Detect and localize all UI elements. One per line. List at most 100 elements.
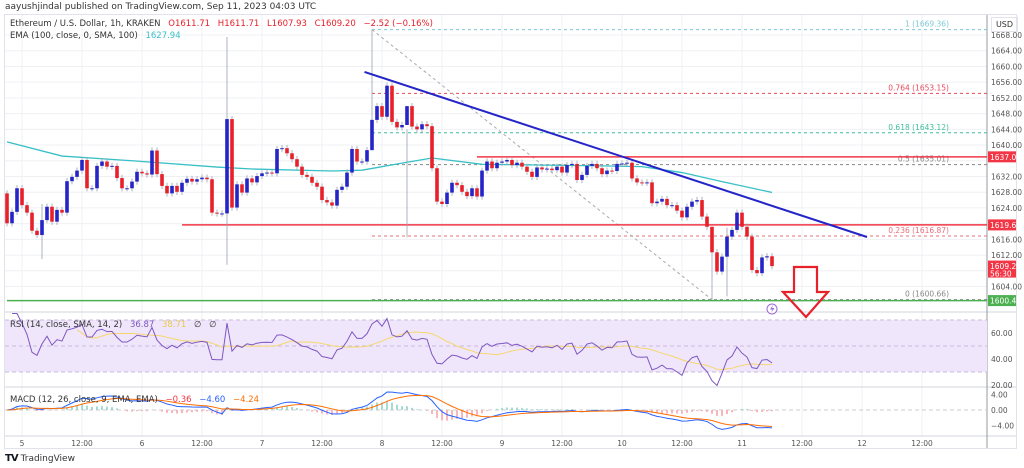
candle-body xyxy=(555,166,559,171)
time-tick-label: 12:00 xyxy=(911,439,933,448)
candle-body xyxy=(310,176,314,183)
candle-body xyxy=(470,188,474,197)
candle-body xyxy=(550,168,554,171)
candle-body xyxy=(315,182,319,187)
price-tick-label: 1616.00 xyxy=(991,235,1022,244)
candle-body xyxy=(85,159,89,189)
down-arrow-icon xyxy=(780,265,831,319)
candle-body xyxy=(605,170,609,175)
candle-body xyxy=(730,229,734,237)
candle-body xyxy=(265,172,269,174)
candle-body xyxy=(135,171,139,182)
candle-body xyxy=(245,178,249,193)
candle-body xyxy=(225,119,229,214)
time-tick-label: 12:00 xyxy=(431,439,453,448)
rsi-label: RSI (14, close, SMA, 14, 2) xyxy=(10,320,123,330)
time-tick-label: 10 xyxy=(617,439,627,448)
symbol-legend: Ethereum / U.S. Dollar, 1h, KRAKEN O1611… xyxy=(10,19,433,29)
price-tick-label: 1632.00 xyxy=(991,172,1022,181)
legend-low: L1607.93 xyxy=(267,19,307,29)
price-tag-label: 1637.00 xyxy=(990,153,1021,162)
candle-body xyxy=(580,174,584,181)
time-tick-label: 8 xyxy=(380,439,385,448)
candle-body xyxy=(425,124,429,127)
candle-body xyxy=(735,212,739,230)
candle-body xyxy=(645,182,649,184)
rsi-tick-label: 40.00 xyxy=(991,355,1013,364)
candle-body xyxy=(445,192,449,204)
time-tick-label: 7 xyxy=(260,439,265,448)
candle-body xyxy=(415,126,419,130)
candle-body xyxy=(525,166,529,172)
candle-body xyxy=(155,150,159,175)
rsi-tick-label: 60.00 xyxy=(991,329,1013,338)
candle-body xyxy=(100,161,104,166)
candle-body xyxy=(140,171,144,174)
candle-body xyxy=(30,212,34,231)
candle-body xyxy=(230,119,234,208)
candle-body xyxy=(95,165,99,189)
candle-body xyxy=(680,210,684,218)
candle-body xyxy=(720,256,724,272)
candle-body xyxy=(195,179,199,182)
ema-legend[interactable]: EMA (100, close, 0, SMA, 100) 1627.94 xyxy=(10,31,181,41)
rsi-extra-2: ∅ xyxy=(209,320,217,330)
candle-body xyxy=(145,173,149,175)
candle-body xyxy=(50,206,54,222)
time-tick-label: 12:00 xyxy=(551,439,573,448)
candle-body xyxy=(45,206,49,221)
candle-body xyxy=(285,148,289,154)
symbol-title[interactable]: Ethereum / U.S. Dollar, 1h, KRAKEN xyxy=(10,19,161,29)
candle-body xyxy=(770,256,774,267)
candle-body xyxy=(290,153,294,160)
candle-body xyxy=(385,85,389,117)
candle-body xyxy=(620,163,624,165)
price-tick-label: 1624.00 xyxy=(991,204,1022,213)
candle-body xyxy=(260,173,264,177)
candle-body xyxy=(575,163,579,181)
candle-body xyxy=(595,163,599,169)
candle-body xyxy=(360,161,364,163)
candle-body xyxy=(450,182,454,193)
fib-level-label: 0.618 (1643.12) xyxy=(888,123,949,132)
time-tick-label: 12:00 xyxy=(71,439,93,448)
chart-frame xyxy=(4,14,1017,449)
candle-body xyxy=(200,177,204,180)
candle-body xyxy=(640,182,644,184)
candle-body xyxy=(760,257,764,274)
macd-hist-value: −0.36 xyxy=(165,395,192,405)
candle-body xyxy=(350,148,354,173)
candle-body xyxy=(455,182,459,186)
macd-tick-label: −4.00 xyxy=(991,422,1014,431)
trendline xyxy=(364,70,868,238)
candle-body xyxy=(545,168,549,170)
candle-body xyxy=(755,270,759,274)
currency-label[interactable]: USD xyxy=(991,17,1018,32)
price-tag-label: 1619.68 xyxy=(990,221,1021,230)
candle-body xyxy=(520,162,524,167)
ema-label: EMA (100, close, 0, SMA, 100) xyxy=(10,31,138,41)
candle-body xyxy=(80,159,84,171)
macd-line xyxy=(6,391,773,430)
candle-body xyxy=(15,188,19,212)
candle-body xyxy=(475,188,479,197)
price-tick-label: 1648.00 xyxy=(991,110,1022,119)
candle-body xyxy=(765,256,769,258)
candle-body xyxy=(625,162,629,164)
macd-legend[interactable]: MACD (12, 26, close, 9, EMA, EMA) −0.36 … xyxy=(10,395,259,405)
candle-body xyxy=(345,172,349,187)
candle-body xyxy=(365,150,369,162)
candle-body xyxy=(190,178,194,182)
candle-body xyxy=(5,193,9,224)
rsi-legend[interactable]: RSI (14, close, SMA, 14, 2) 36.87 38.71 … xyxy=(10,320,217,330)
candle-body xyxy=(390,85,394,122)
candle-body xyxy=(70,176,74,182)
rsi-sma-value: 38.71 xyxy=(162,320,187,330)
candle-body xyxy=(130,181,134,189)
fib-level-label: 0.236 (1616.87) xyxy=(888,226,949,235)
time-tick-label: 12:00 xyxy=(191,439,213,448)
candle-body xyxy=(185,178,189,183)
macd-tick-label: 4.00 xyxy=(991,390,1008,399)
candle-body xyxy=(665,198,669,206)
